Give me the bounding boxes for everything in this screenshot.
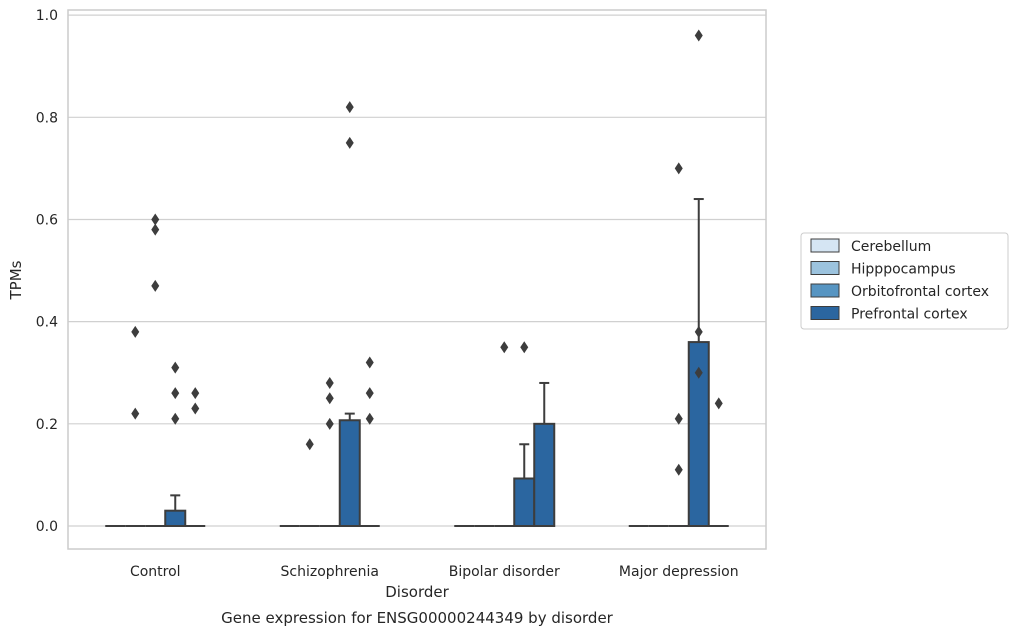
outlier-point [325,376,334,389]
outlier-point [365,356,374,369]
legend-label: Prefrontal cortex [851,307,968,323]
x-tick-label: Bipolar disorder [449,564,560,580]
outlier-point [345,136,354,149]
outlier-point [500,341,509,354]
legend-swatch [810,238,840,253]
outlier-point [365,387,374,400]
legend-frame [800,232,1009,330]
y-tick-label: 0.8 [36,110,58,126]
outlier-point [694,325,703,338]
outlier-point [674,162,683,175]
legend-swatch [810,261,840,275]
outlier-point [714,397,723,410]
outlier-point [674,463,683,476]
legend-label: Cerebellum [851,239,931,255]
outlier-point [520,341,529,354]
y-tick-label: 1.0 [36,8,58,24]
y-axis-ticks: 0.0 0.2 0.4 0.6 0.8 1.0 [36,8,58,535]
outlier-point [674,412,683,425]
y-tick-label: 0.6 [36,212,58,228]
x-axis-title: Disorder [385,583,449,601]
boxes-layer [105,198,729,528]
y-tick-label: 0.2 [36,417,58,433]
box [164,509,187,528]
legend: Cerebellum Hipppocampus Orbitofrontal cort… [800,232,1009,330]
x-tick-label: Schizophrenia [281,564,379,580]
box [338,419,361,528]
legend-label: Hipppocampus [851,262,956,278]
outlier-point [305,438,314,451]
outlier-point [365,412,374,425]
outlier-point [694,366,703,379]
outlier-point [171,361,180,374]
outlier-point [191,402,200,415]
outlier-point [325,392,334,405]
box [533,422,556,528]
plot-area [67,9,767,550]
outlier-point [151,213,160,226]
box [513,477,536,528]
y-axis-title: TPMs [7,260,25,300]
outlier-point [151,223,160,236]
x-axis-ticks: Control Schizophrenia Bipolar disorder Majo… [130,564,739,580]
chart-caption: Gene expression for ENSG00000244349 by d… [221,609,614,627]
outlier-point [171,387,180,400]
outliers-layer [131,29,723,476]
y-tick-label: 0.4 [36,315,58,331]
grid-lines [68,14,766,527]
legend-swatch [810,306,840,320]
legend-label: Orbitofrontal cortex [851,284,989,300]
outlier-point [325,417,334,430]
x-tick-label: Major depression [619,564,739,580]
outlier-point [694,29,703,42]
outlier-point [191,387,200,400]
legend-swatch [810,283,840,298]
y-tick-label: 0.0 [36,519,58,535]
outlier-point [345,101,354,114]
outlier-point [171,412,180,425]
outlier-point [151,279,160,292]
outlier-point [131,325,140,338]
outlier-point [131,407,140,420]
x-tick-label: Control [130,564,181,580]
